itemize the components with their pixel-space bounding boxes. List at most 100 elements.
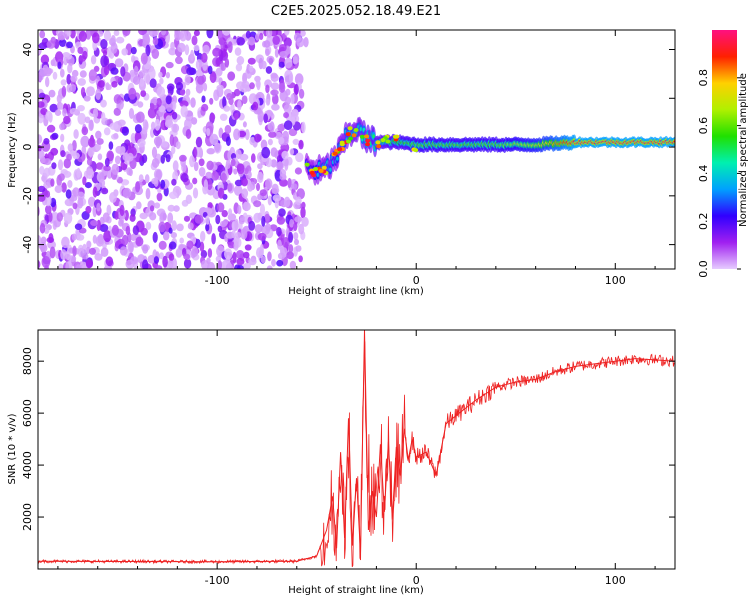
noise-cell [284, 57, 293, 69]
noise-cell [170, 41, 175, 51]
noise-cell [270, 82, 280, 90]
noise-cell [136, 111, 145, 123]
noise-cell [223, 105, 231, 112]
noise-cell [75, 264, 82, 269]
noise-cell [247, 182, 254, 192]
noise-cell [233, 88, 241, 97]
noise-cell [120, 66, 126, 77]
noise-cell [84, 116, 91, 124]
noise-cell [169, 134, 175, 147]
noise-cell [162, 255, 168, 268]
colorbar-strip [712, 30, 737, 269]
noise-cell [277, 252, 286, 260]
noise-cell [206, 128, 211, 136]
noise-cell [83, 95, 91, 102]
noise-cell [92, 234, 97, 244]
colorbar-tick-label: 0.6 [697, 117, 710, 135]
noise-cell [237, 99, 242, 111]
signal-cell [365, 142, 371, 147]
noise-cell [222, 30, 231, 36]
noise-cell [110, 67, 119, 75]
noise-cell [276, 259, 284, 267]
noise-cell [65, 189, 72, 199]
noise-cell [96, 138, 104, 145]
noise-cell [296, 37, 305, 48]
noise-cell [220, 172, 227, 183]
noise-cell [77, 46, 84, 55]
noise-cell [259, 32, 264, 41]
noise-cell [227, 183, 233, 192]
noise-cell [158, 71, 163, 78]
signal-cell [339, 142, 345, 147]
noise-cell [233, 128, 241, 141]
noise-cell [172, 160, 179, 172]
noise-cell [184, 118, 192, 130]
noise-cell [85, 30, 92, 40]
noise-cell [45, 76, 50, 88]
noise-cell [128, 168, 133, 177]
noise-cell [149, 205, 155, 212]
noise-cell [290, 183, 298, 190]
spectrogram-frame [37, 29, 676, 270]
noise-cell [288, 231, 294, 243]
noise-cell [220, 62, 226, 71]
noise-cell [243, 201, 249, 211]
noise-cell [82, 50, 88, 60]
spectrogram-cells [38, 30, 675, 269]
noise-cell [176, 223, 184, 232]
noise-cell [283, 104, 292, 114]
noise-cell [38, 72, 44, 82]
colorbar-ticks: 0.0 0.2 0.4 0.6 0.8 [697, 69, 741, 278]
spectrogram-y-tick-label: 20 [21, 91, 34, 105]
noise-cell [193, 146, 197, 159]
noise-cell [111, 81, 118, 88]
noise-cell [66, 41, 73, 49]
noise-cell [102, 212, 110, 223]
noise-cell [244, 244, 252, 251]
noise-cell [39, 30, 46, 39]
noise-cell [114, 58, 124, 68]
noise-cell [165, 72, 170, 79]
spectrogram-x-tick-label: 100 [605, 274, 626, 287]
noise-cell [144, 174, 150, 184]
noise-cell [192, 187, 199, 199]
noise-cell [264, 213, 271, 224]
noise-cell [242, 262, 251, 269]
noise-cell [161, 30, 166, 36]
noise-cell [57, 263, 64, 269]
noise-cell [235, 250, 245, 260]
noise-cell [168, 253, 175, 261]
noise-cell [248, 65, 254, 73]
noise-cell [66, 73, 72, 85]
noise-cell [108, 141, 114, 150]
noise-cell [245, 30, 251, 39]
noise-cell [109, 122, 119, 130]
noise-cell [172, 258, 178, 269]
noise-cell [277, 161, 284, 170]
noise-cell [160, 179, 166, 189]
noise-cell [271, 259, 276, 267]
snr-x-tick-label: 100 [605, 574, 626, 587]
noise-cell [76, 234, 85, 241]
noise-cell [60, 68, 65, 78]
noise-cell [49, 103, 58, 113]
snr-x-label: Height of straight line (km) [288, 585, 424, 596]
noise-cell [78, 30, 87, 42]
noise-cell [72, 140, 77, 151]
noise-cell [38, 134, 43, 144]
noise-cell [90, 55, 97, 65]
noise-cell [125, 259, 135, 269]
signal-cell [353, 128, 359, 132]
noise-cell [281, 150, 289, 160]
noise-cell [171, 178, 177, 186]
noise-cell [165, 95, 172, 105]
noise-cell [283, 112, 289, 119]
noise-cell [298, 223, 305, 235]
noise-cell [57, 31, 66, 41]
noise-cell [257, 232, 267, 241]
noise-cell [248, 93, 258, 105]
noise-cell [207, 202, 213, 209]
noise-cell [265, 48, 270, 57]
noise-cell [156, 97, 162, 108]
noise-cell [150, 98, 158, 105]
